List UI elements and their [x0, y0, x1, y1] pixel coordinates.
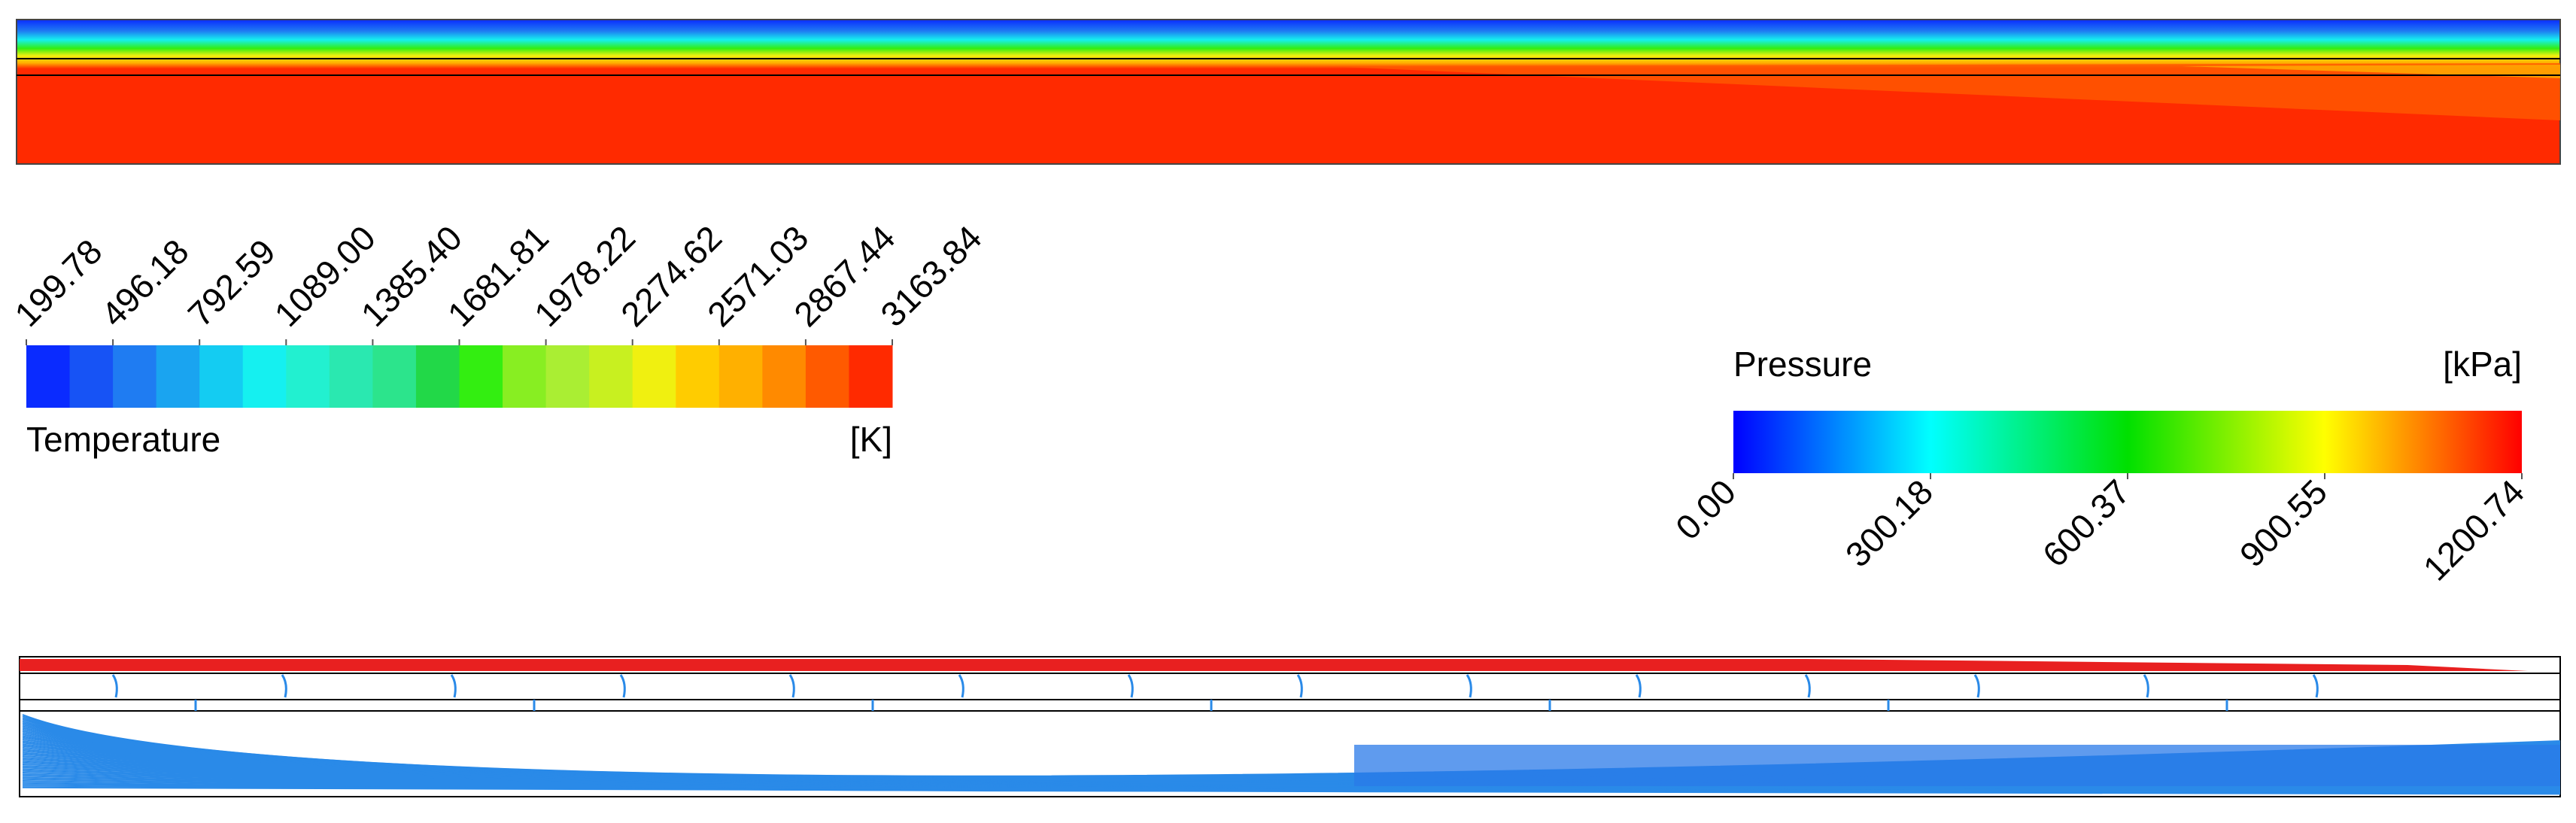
- streamline-panel: [19, 656, 2561, 797]
- streamline-hook: [958, 674, 964, 698]
- streamline-hook: [1466, 674, 1472, 698]
- legend-unit: [K]: [850, 420, 892, 459]
- tick-label: 1200.74: [2416, 472, 2532, 588]
- tick-label: 496.18: [93, 232, 196, 334]
- colorbar-band: [632, 345, 676, 408]
- colorbar-band: [849, 345, 893, 408]
- colorbar-band: [805, 345, 849, 408]
- colorbar-band: [286, 345, 330, 408]
- pressure-legend: Pressure [kPa] 0.00 300.18 600.37 900.55 120…: [1668, 345, 2532, 588]
- colorbar-band: [676, 345, 720, 408]
- streamline-hook: [2312, 674, 2319, 698]
- tick-label: 199.78: [7, 232, 109, 334]
- tick-label: 792.59: [181, 232, 283, 334]
- streamline-hook: [1635, 674, 1642, 698]
- streamline-hook: [281, 674, 287, 698]
- streamline-hook: [1296, 674, 1303, 698]
- colorbar-band: [718, 345, 763, 408]
- contour-wedge: [1324, 63, 2560, 120]
- temperature-contour: [16, 19, 2561, 165]
- colorbar-band: [545, 345, 590, 408]
- streamline-hook: [111, 674, 118, 698]
- colorbar-band: [589, 345, 633, 408]
- tick-label: 900.55: [2232, 472, 2334, 574]
- streamline-hook: [1804, 674, 1811, 698]
- colorbar-band: [329, 345, 373, 408]
- colorbar-band: [113, 345, 157, 408]
- colorbar-band: [69, 345, 114, 408]
- colorbar-band: [459, 345, 503, 408]
- legend-title: Pressure: [1733, 345, 1872, 384]
- colorbar: [1733, 411, 2522, 473]
- streamline-hook: [1127, 674, 1134, 698]
- tick-label: 600.37: [2035, 472, 2137, 574]
- colorbar-band: [242, 345, 287, 408]
- colorbar-band: [762, 345, 807, 408]
- colorbar-band: [372, 345, 417, 408]
- streamline-hook: [619, 674, 626, 698]
- tick-label: 300.18: [1838, 472, 1940, 574]
- tick-label: 0.00: [1668, 472, 1743, 547]
- streamline-hook: [788, 674, 795, 698]
- colorbar-band: [415, 345, 460, 408]
- legend-unit: [kPa]: [2443, 345, 2522, 384]
- streamline-hook: [2143, 674, 2149, 698]
- colorbar-band: [26, 345, 71, 408]
- streamline-fill: [1354, 745, 2560, 786]
- temperature-legend: Temperature [K] 199.78496.18792.591089.0…: [7, 218, 989, 459]
- colorbar-band: [503, 345, 547, 408]
- colorbar-band: [156, 345, 200, 408]
- streamline-hook: [1973, 674, 1980, 698]
- streamline-hook: [450, 674, 457, 698]
- streamline-strip: [20, 659, 2528, 671]
- legend-title: Temperature: [26, 420, 220, 459]
- colorbar-band: [199, 345, 244, 408]
